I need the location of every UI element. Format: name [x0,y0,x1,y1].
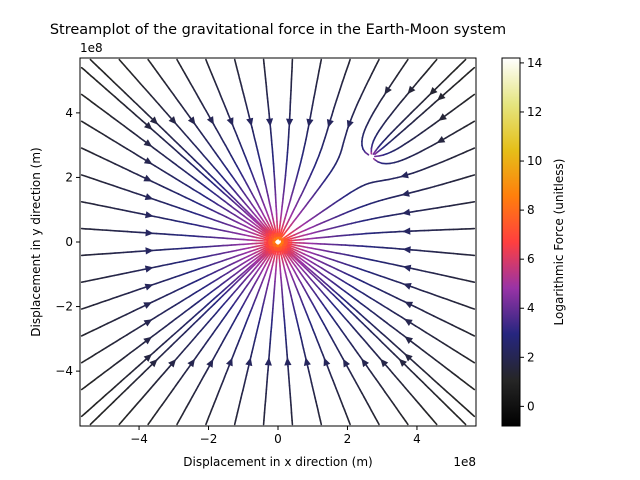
stream-arrow [407,85,416,95]
stream-arrow [384,86,392,95]
y-tick-label: −2 [55,300,73,314]
y-tick-label: 4 [65,106,73,120]
stream-arrow [143,139,153,147]
colorbar-ticks: 0 2 4 6 8 10 12 14 [520,56,542,413]
stream-lines [80,58,476,426]
y-axis-label: Displacement in y direction (m) [29,147,43,336]
colorbar [501,57,521,427]
stream-arrow [144,265,154,273]
colorbar-tick-label: 2 [527,350,535,364]
stream-arrow [246,117,254,127]
colorbar-tick-label: 6 [527,252,535,266]
stream-arrow [266,118,274,127]
stream-arrow [403,283,412,290]
stream-arrow [437,92,446,101]
stream-arrow [144,193,154,200]
y-tick-label: −4 [55,364,73,378]
y-axis-ticks: −4 −2 0 2 4 [55,106,80,378]
stream-segment [374,151,378,155]
stream-arrow [149,116,158,125]
stream-segment [364,151,370,156]
x-tick-label: 0 [274,432,282,446]
stream-arrow [343,358,350,368]
stream-arrow [404,336,413,344]
stream-arrows [143,85,447,368]
colorbar-tick-label: 0 [527,399,535,413]
stream-arrow [144,121,153,130]
stream-arrow [145,247,154,255]
stream-arrow [187,358,195,368]
stream-arrow [398,358,407,367]
stream-arrow [323,357,331,367]
colorbar-tick-label: 14 [527,56,542,70]
stream-arrow [404,353,413,362]
x-tick-label: 4 [413,432,421,446]
stream-arrow [245,357,253,367]
x-tick-label: 2 [344,432,352,446]
stream-arrow [145,229,154,237]
stream-arrow [402,227,411,235]
stream-arrow [226,117,234,127]
stream-arrow [438,113,447,121]
chart-title: Streamplot of the gravitational force in… [50,22,506,38]
stream-arrow [143,336,152,345]
stream-arrow [361,358,369,368]
stream-arrow [402,246,411,254]
x-tick-label: −2 [200,432,218,446]
stream-arrow [284,357,292,366]
colorbar-tick-label: 10 [527,154,542,168]
stream-arrow [306,118,314,128]
stream-arrow [380,358,389,368]
stream-segment [279,243,283,246]
y-offset-label: 1e8 [80,41,103,55]
x-axis-ticks: −4 −2 0 2 4 [130,426,421,446]
x-axis-label: Displacement in x direction (m) [183,455,372,469]
stream-arrow [400,171,409,179]
stream-arrow [401,208,411,216]
colorbar-tick-label: 12 [527,105,542,119]
stream-arrow [187,116,196,125]
stream-arrow [143,174,153,182]
stream-arrow [346,119,354,129]
stream-arrow [264,357,272,366]
stream-arrow [143,319,153,327]
stream-arrow [286,118,294,127]
stream-arrow [404,301,414,309]
stream-arrow [143,353,152,362]
stream-arrow [143,157,153,165]
stream-arrow [404,318,413,326]
stream-arrow [149,359,158,368]
stream-arrow [401,189,410,197]
y-tick-label: 2 [65,170,73,184]
x-tick-label: −4 [130,432,148,446]
stream-arrow [143,302,152,309]
plot-frame [79,57,477,427]
stream-arrow [226,357,233,367]
colorbar-tick-label: 8 [527,203,535,217]
stream-segment [372,157,376,161]
stream-arrow [303,357,311,366]
stream-segment [372,150,377,155]
stream-arrow [429,87,438,96]
stream-arrow [168,359,177,368]
stream-segment [273,238,277,241]
stream-arrow [402,264,412,272]
stream-segment [280,237,285,241]
stream-arrow [144,283,154,291]
stream-arrow [326,119,334,128]
x-offset-label: 1e8 [453,455,476,469]
stream-arrow [145,211,154,219]
colorbar-label: Logarithmic Force (unitless) [552,159,566,326]
y-tick-label: 0 [65,235,73,249]
stream-arrow [206,358,214,368]
stream-segment [278,236,283,241]
stream-arrow [436,136,446,144]
stream-arrow [168,116,177,125]
colorbar-tick-label: 4 [527,301,535,315]
stream-arrow [206,116,214,125]
